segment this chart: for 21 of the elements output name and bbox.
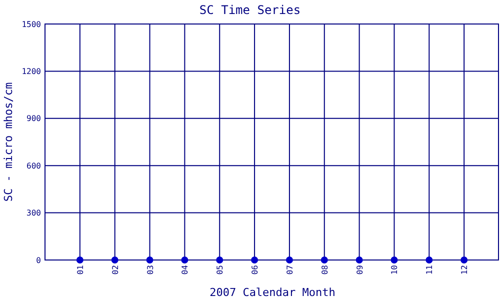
x-tick-label: 05 [216, 264, 225, 275]
x-tick-label: 10 [390, 264, 400, 275]
y-tick-label: 1200 [22, 67, 42, 76]
y-tick-label: 600 [26, 161, 42, 170]
y-tick-label: 1500 [22, 20, 42, 29]
x-tick-label: 03 [146, 264, 155, 275]
y-tick-label: 300 [26, 208, 42, 218]
y-axis-title: SC - micro mhos/cm [2, 82, 15, 202]
x-tick-label: 11 [425, 264, 434, 275]
chart-title: SC Time Series [199, 3, 301, 17]
x-tick-label: 04 [180, 264, 190, 275]
x-tick-label: 07 [285, 264, 294, 275]
x-tick-label: 08 [320, 264, 330, 275]
x-tick-label: 06 [250, 264, 260, 275]
y-tick-label: 0 [36, 256, 42, 265]
x-axis-title: 2007 Calendar Month [210, 286, 336, 299]
x-tick-label: 12 [460, 264, 470, 275]
x-tick-label: 01 [76, 264, 85, 275]
x-tick-label: 02 [110, 264, 120, 275]
y-tick-label: 900 [26, 114, 42, 124]
x-tick-label: 09 [355, 264, 364, 275]
